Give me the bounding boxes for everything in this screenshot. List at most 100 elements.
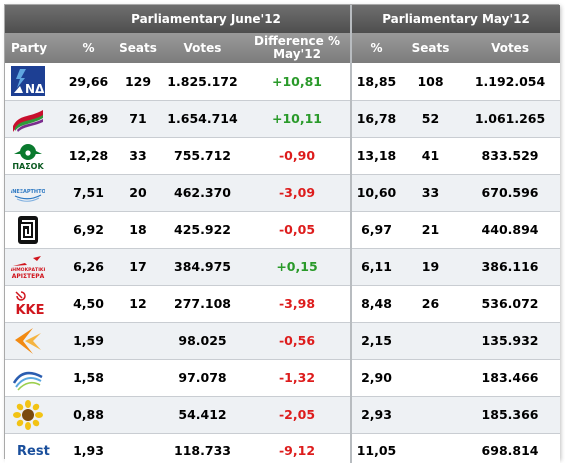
svg-text:ΝΔ: ΝΔ	[25, 82, 45, 96]
seats-june	[115, 322, 161, 360]
group-header-june: Parliamentary June'12	[62, 5, 352, 33]
group-header-may: Parliamentary May'12	[351, 5, 561, 33]
seats-june: 18	[115, 211, 161, 249]
seats-june: 33	[115, 137, 161, 175]
results-table-frame: Parliamentary June'12 Parliamentary May'…	[4, 4, 561, 463]
pct-june: 6,26	[62, 248, 115, 286]
golden-dawn-logo	[18, 215, 38, 244]
votes-june: 97.078	[161, 359, 244, 397]
pct-june: 6,92	[62, 211, 115, 249]
pct-june: 29,66	[62, 63, 115, 101]
votes-june: 118.733	[161, 433, 244, 463]
pct-june: 26,89	[62, 100, 115, 138]
group-header-row: Parliamentary June'12 Parliamentary May'…	[5, 5, 561, 33]
laos-logo	[15, 327, 41, 354]
seats-may: 33	[401, 174, 460, 212]
pct-june: 12,28	[62, 137, 115, 175]
difference-value: -3,98	[244, 285, 352, 323]
pct-may: 6,11	[351, 248, 401, 286]
party-logo-cell	[5, 322, 62, 360]
seats-may	[401, 322, 460, 360]
col-party: Party	[5, 33, 62, 63]
seats-may: 21	[401, 211, 460, 249]
syriza-logo	[13, 109, 43, 132]
party-logo-cell: ΠΑΣΟΚ	[5, 137, 62, 175]
col-votes-may: Votes	[460, 33, 561, 63]
party-logo-cell: ΔΗΜΟΚΡΑΤΙΚΗ ΑΡΙΣΤΕΡΑ	[5, 248, 62, 286]
table-row: ΚΚΕ 4,50 12 277.108 -3,98 8,48 26 536.072	[5, 285, 561, 323]
table-row: 1,59 98.025 -0,56 2,15 135.932	[5, 322, 561, 360]
pct-may: 13,18	[351, 137, 401, 175]
votes-may: 536.072	[460, 285, 561, 323]
votes-june: 1.825.172	[161, 63, 244, 101]
difference-value: -0,90	[244, 137, 352, 175]
svg-text:ΔΗΜΟΚΡΑΤΙΚΗ: ΔΗΜΟΚΡΑΤΙΚΗ	[11, 267, 45, 273]
pct-june: 1,58	[62, 359, 115, 397]
dimar-logo: ΔΗΜΟΚΡΑΤΙΚΗ ΑΡΙΣΤΕΡΑ	[11, 255, 45, 280]
col-seats-may: Seats	[401, 33, 460, 63]
votes-june: 425.922	[161, 211, 244, 249]
pct-may: 18,85	[351, 63, 401, 101]
votes-may: 185.366	[460, 396, 561, 434]
seats-may	[401, 396, 460, 434]
table-row: 0,88 54.412 -2,05 2,93 185.366	[5, 396, 561, 434]
svg-text:ΑΡΙΣΤΕΡΑ: ΑΡΙΣΤΕΡΑ	[12, 273, 45, 280]
party-logo-cell	[5, 100, 62, 138]
col-pct-june: %	[62, 33, 115, 63]
pct-may: 6,97	[351, 211, 401, 249]
votes-may: 1.192.054	[460, 63, 561, 101]
difference-value: +10,11	[244, 100, 352, 138]
seats-may: 41	[401, 137, 460, 175]
votes-june: 1.654.714	[161, 100, 244, 138]
votes-june: 277.108	[161, 285, 244, 323]
table-row: ΝΔ 29,66 129 1.825.172 +10,81 18,85 108 1.192.…	[5, 63, 561, 101]
votes-june: 54.412	[161, 396, 244, 434]
party-label-cell: Rest	[5, 433, 62, 463]
seats-june: 71	[115, 100, 161, 138]
votes-june: 384.975	[161, 248, 244, 286]
seats-june: 12	[115, 285, 161, 323]
difference-value: -2,05	[244, 396, 352, 434]
difference-value: -3,09	[244, 174, 352, 212]
pasok-logo: ΠΑΣΟΚ	[12, 143, 44, 171]
pct-may: 8,48	[351, 285, 401, 323]
pct-may: 16,78	[351, 100, 401, 138]
group-header-blank	[5, 5, 62, 33]
kke-logo: ΚΚΕ	[15, 290, 45, 318]
table-row: 1,58 97.078 -1,32 2,90 183.466	[5, 359, 561, 397]
col-difference: Difference % May'12	[244, 33, 352, 63]
seats-june: 129	[115, 63, 161, 101]
party-logo-cell	[5, 211, 62, 249]
votes-may: 386.116	[460, 248, 561, 286]
difference-value: +10,81	[244, 63, 352, 101]
difference-value: -0,05	[244, 211, 352, 249]
nd-logo: ΝΔ	[11, 66, 45, 97]
party-logo-cell: ΚΚΕ	[5, 285, 62, 323]
difference-value: -9,12	[244, 433, 352, 463]
col-seats-june: Seats	[115, 33, 161, 63]
svg-text:ΠΑΣΟΚ: ΠΑΣΟΚ	[12, 162, 44, 171]
votes-may: 833.529	[460, 137, 561, 175]
table-row: ΠΑΣΟΚ 12,28 33 755.712 -0,90 13,18 41 833.529	[5, 137, 561, 175]
votes-may: 440.894	[460, 211, 561, 249]
pct-june: 1,59	[62, 322, 115, 360]
table-row: ΑΝΕΞΑΡΤΗΤΟΙ 7,5120462.370-3,0910,6033670…	[5, 174, 561, 212]
votes-may: 135.932	[460, 322, 561, 360]
table-row: ΔΗΜΟΚΡΑΤΙΚΗ ΑΡΙΣΤΕΡΑ 6,2617384.975+0,156…	[5, 248, 561, 286]
seats-may	[401, 433, 460, 463]
table-row: 26,89 71 1.654.714 +10,11 16,78 52 1.061.265	[5, 100, 561, 138]
col-difference-sub: May'12	[273, 47, 321, 61]
column-header-row: Party % Seats Votes Difference % May'12 …	[5, 33, 561, 63]
seats-june	[115, 433, 161, 463]
votes-may: 698.814	[460, 433, 561, 463]
results-body: ΝΔ 29,66 129 1.825.172 +10,81 18,85 108 1.192.…	[5, 63, 561, 463]
rest-label: Rest	[17, 443, 50, 459]
party-logo-cell: ΑΝΕΞΑΡΤΗΤΟΙ	[5, 174, 62, 212]
party-logo-cell	[5, 396, 62, 434]
pct-may: 11,05	[351, 433, 401, 463]
pct-may: 2,15	[351, 322, 401, 360]
pct-june: 7,51	[62, 174, 115, 212]
votes-may: 183.466	[460, 359, 561, 397]
seats-may	[401, 359, 460, 397]
seats-june: 20	[115, 174, 161, 212]
